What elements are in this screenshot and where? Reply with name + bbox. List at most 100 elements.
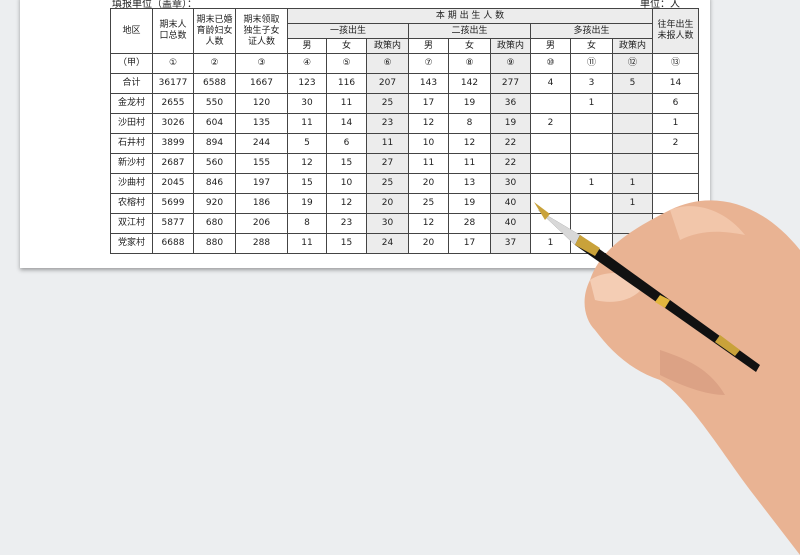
- cell[interactable]: 135: [235, 113, 288, 134]
- cell[interactable]: 244: [235, 133, 288, 154]
- cell[interactable]: 15: [326, 153, 367, 174]
- cell[interactable]: 8: [287, 213, 327, 234]
- cell[interactable]: ⑫: [612, 53, 653, 74]
- cell[interactable]: 12: [448, 133, 491, 154]
- cell[interactable]: 新沙村: [110, 153, 153, 174]
- cell[interactable]: [530, 133, 571, 154]
- cell[interactable]: 277: [490, 73, 531, 94]
- cell[interactable]: 合计: [110, 73, 153, 94]
- cell[interactable]: 12: [408, 213, 449, 234]
- cell[interactable]: ⑪: [570, 53, 613, 74]
- cell[interactable]: 560: [193, 153, 236, 174]
- cell[interactable]: 双江村: [110, 213, 153, 234]
- cell[interactable]: 石井村: [110, 133, 153, 154]
- cell[interactable]: 22: [490, 133, 531, 154]
- cell[interactable]: 11: [326, 93, 367, 114]
- cell[interactable]: 5699: [152, 193, 194, 214]
- cell[interactable]: 沙田村: [110, 113, 153, 134]
- cell[interactable]: [570, 113, 613, 134]
- cell[interactable]: 1: [612, 193, 653, 214]
- cell[interactable]: 288: [235, 233, 288, 254]
- cell[interactable]: [530, 93, 571, 114]
- cell[interactable]: 155: [235, 153, 288, 174]
- cell[interactable]: [612, 113, 653, 134]
- cell[interactable]: 12: [287, 153, 327, 174]
- cell[interactable]: 207: [366, 73, 409, 94]
- cell[interactable]: ⑤: [326, 53, 367, 74]
- cell[interactable]: 11: [366, 133, 409, 154]
- cell[interactable]: 11: [287, 233, 327, 254]
- cell[interactable]: 40: [490, 193, 531, 214]
- cell[interactable]: 3: [570, 73, 613, 94]
- cell[interactable]: [530, 153, 571, 174]
- cell[interactable]: 22: [490, 153, 531, 174]
- cell[interactable]: 金龙村: [110, 93, 153, 114]
- cell[interactable]: 680: [193, 213, 236, 234]
- cell[interactable]: 17: [408, 93, 449, 114]
- cell[interactable]: 1: [530, 233, 571, 254]
- cell[interactable]: 894: [193, 133, 236, 154]
- cell[interactable]: 37: [490, 233, 531, 254]
- cell[interactable]: 20: [408, 173, 449, 194]
- cell[interactable]: 36: [490, 93, 531, 114]
- cell[interactable]: [612, 93, 653, 114]
- cell[interactable]: 12: [326, 193, 367, 214]
- cell[interactable]: 1: [570, 93, 613, 114]
- cell[interactable]: 2655: [152, 93, 194, 114]
- cell[interactable]: 19: [490, 113, 531, 134]
- cell[interactable]: 142: [448, 73, 491, 94]
- cell[interactable]: ④: [287, 53, 327, 74]
- cell[interactable]: 13: [448, 173, 491, 194]
- cell[interactable]: ①: [152, 53, 194, 74]
- cell[interactable]: ②: [193, 53, 236, 74]
- cell[interactable]: 5: [287, 133, 327, 154]
- cell[interactable]: 15: [287, 173, 327, 194]
- cell[interactable]: 6688: [152, 233, 194, 254]
- cell[interactable]: 2045: [152, 173, 194, 194]
- cell[interactable]: 25: [366, 93, 409, 114]
- cell[interactable]: 沙曲村: [110, 173, 153, 194]
- cell[interactable]: [570, 133, 613, 154]
- cell[interactable]: 11: [448, 153, 491, 174]
- cell[interactable]: [612, 153, 653, 174]
- cell[interactable]: 10: [326, 173, 367, 194]
- cell[interactable]: 20: [366, 193, 409, 214]
- cell[interactable]: 23: [366, 113, 409, 134]
- cell[interactable]: ⑦: [408, 53, 449, 74]
- cell[interactable]: 550: [193, 93, 236, 114]
- cell[interactable]: 27: [366, 153, 409, 174]
- cell[interactable]: 120: [235, 93, 288, 114]
- cell[interactable]: 19: [448, 93, 491, 114]
- cell[interactable]: 30: [490, 173, 531, 194]
- cell[interactable]: ⑬: [652, 53, 699, 74]
- cell[interactable]: ⑨: [490, 53, 531, 74]
- cell[interactable]: 农榕村: [110, 193, 153, 214]
- cell[interactable]: 880: [193, 233, 236, 254]
- cell[interactable]: ⑩: [530, 53, 571, 74]
- cell[interactable]: 19: [448, 193, 491, 214]
- cell[interactable]: 2687: [152, 153, 194, 174]
- cell[interactable]: 1: [652, 113, 699, 134]
- cell[interactable]: 186: [235, 193, 288, 214]
- cell[interactable]: [652, 153, 699, 174]
- cell[interactable]: 116: [326, 73, 367, 94]
- cell[interactable]: 36177: [152, 73, 194, 94]
- cell[interactable]: 6: [326, 133, 367, 154]
- cell[interactable]: 19: [287, 193, 327, 214]
- cell[interactable]: 1667: [235, 73, 288, 94]
- cell[interactable]: 6588: [193, 73, 236, 94]
- cell[interactable]: 3899: [152, 133, 194, 154]
- cell[interactable]: 14: [652, 73, 699, 94]
- cell[interactable]: 3026: [152, 113, 194, 134]
- cell[interactable]: 28: [448, 213, 491, 234]
- cell[interactable]: 5: [612, 73, 653, 94]
- cell[interactable]: 4: [530, 73, 571, 94]
- cell[interactable]: 15: [326, 233, 367, 254]
- cell[interactable]: 8: [448, 113, 491, 134]
- cell[interactable]: 20: [408, 233, 449, 254]
- cell[interactable]: 197: [235, 173, 288, 194]
- cell[interactable]: ③: [235, 53, 288, 74]
- cell[interactable]: 党家村: [110, 233, 153, 254]
- cell[interactable]: 920: [193, 193, 236, 214]
- cell[interactable]: 11: [408, 153, 449, 174]
